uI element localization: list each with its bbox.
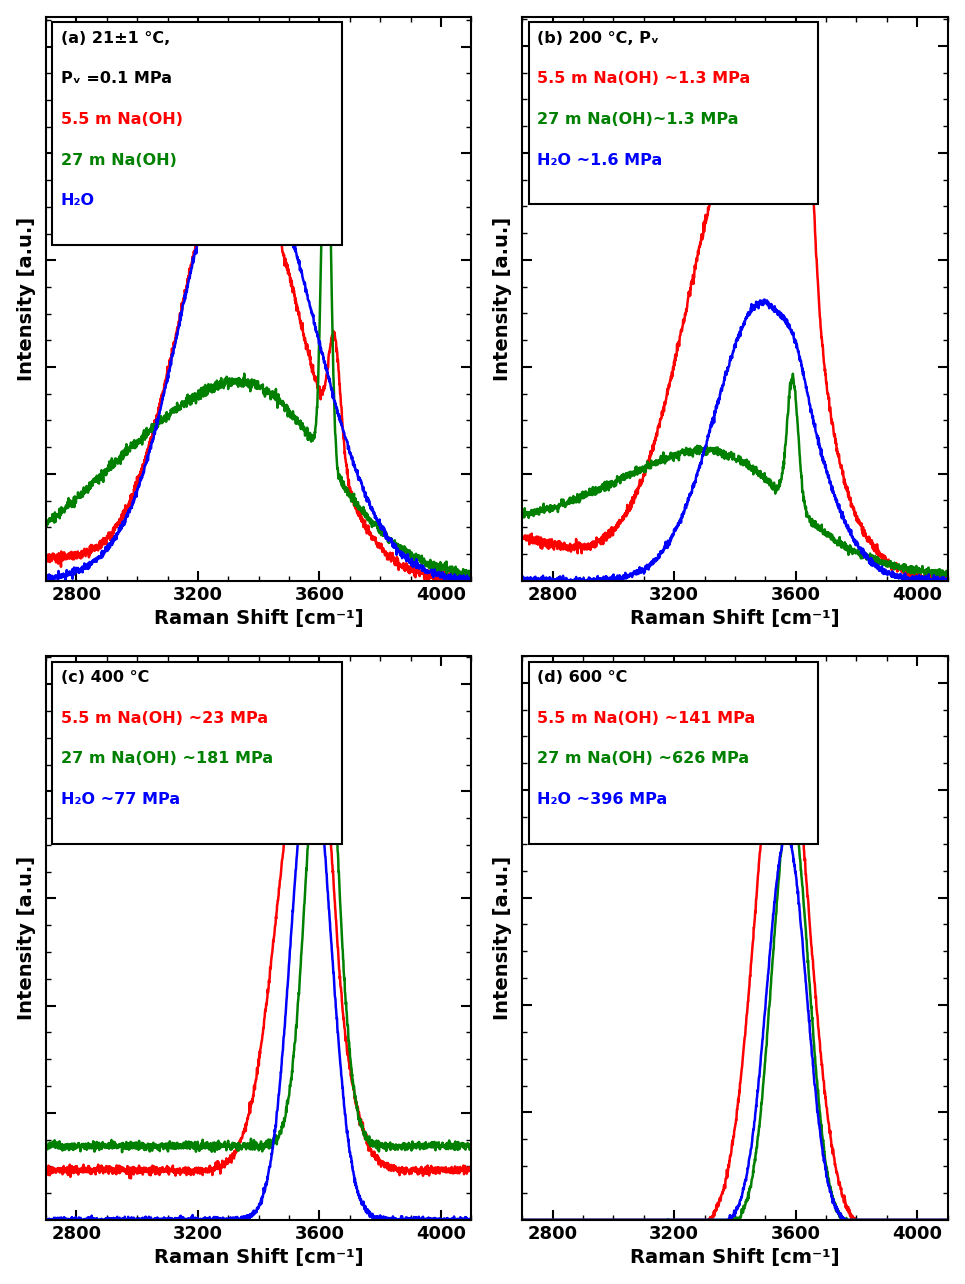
Y-axis label: Intensity [a.u.]: Intensity [a.u.] (493, 217, 511, 381)
Text: (b) 200 °C, Pᵥ: (b) 200 °C, Pᵥ (538, 31, 659, 46)
Text: Pᵥ =0.1 MPa: Pᵥ =0.1 MPa (61, 72, 172, 86)
FancyBboxPatch shape (52, 661, 342, 844)
Y-axis label: Intensity [a.u.]: Intensity [a.u.] (16, 856, 36, 1019)
Text: 27 m Na(OH) ~181 MPa: 27 m Na(OH) ~181 MPa (61, 751, 273, 767)
X-axis label: Raman Shift [cm⁻¹]: Raman Shift [cm⁻¹] (630, 1248, 840, 1267)
Text: 5.5 m Na(OH) ~23 MPa: 5.5 m Na(OH) ~23 MPa (61, 710, 268, 725)
Text: 5.5 m Na(OH): 5.5 m Na(OH) (61, 112, 183, 127)
FancyBboxPatch shape (529, 22, 818, 204)
X-axis label: Raman Shift [cm⁻¹]: Raman Shift [cm⁻¹] (153, 1248, 364, 1267)
Y-axis label: Intensity [a.u.]: Intensity [a.u.] (493, 856, 511, 1019)
Text: H₂O ~77 MPa: H₂O ~77 MPa (61, 792, 180, 806)
Y-axis label: Intensity [a.u.]: Intensity [a.u.] (16, 217, 36, 381)
Text: (d) 600 °C: (d) 600 °C (538, 670, 627, 684)
Text: H₂O: H₂O (61, 193, 95, 208)
X-axis label: Raman Shift [cm⁻¹]: Raman Shift [cm⁻¹] (630, 609, 840, 628)
Text: H₂O ~1.6 MPa: H₂O ~1.6 MPa (538, 153, 662, 168)
FancyBboxPatch shape (529, 661, 818, 844)
Text: H₂O ~396 MPa: H₂O ~396 MPa (538, 792, 668, 806)
Text: 27 m Na(OH): 27 m Na(OH) (61, 153, 177, 168)
Text: 27 m Na(OH) ~626 MPa: 27 m Na(OH) ~626 MPa (538, 751, 750, 767)
Text: 5.5 m Na(OH) ~141 MPa: 5.5 m Na(OH) ~141 MPa (538, 710, 756, 725)
Text: (a) 21±1 °C,: (a) 21±1 °C, (61, 31, 170, 46)
Text: 5.5 m Na(OH) ~1.3 MPa: 5.5 m Na(OH) ~1.3 MPa (538, 72, 751, 86)
FancyBboxPatch shape (52, 22, 342, 245)
Text: 27 m Na(OH)~1.3 MPa: 27 m Na(OH)~1.3 MPa (538, 112, 739, 127)
Text: (c) 400 °C: (c) 400 °C (61, 670, 150, 684)
X-axis label: Raman Shift [cm⁻¹]: Raman Shift [cm⁻¹] (153, 609, 364, 628)
